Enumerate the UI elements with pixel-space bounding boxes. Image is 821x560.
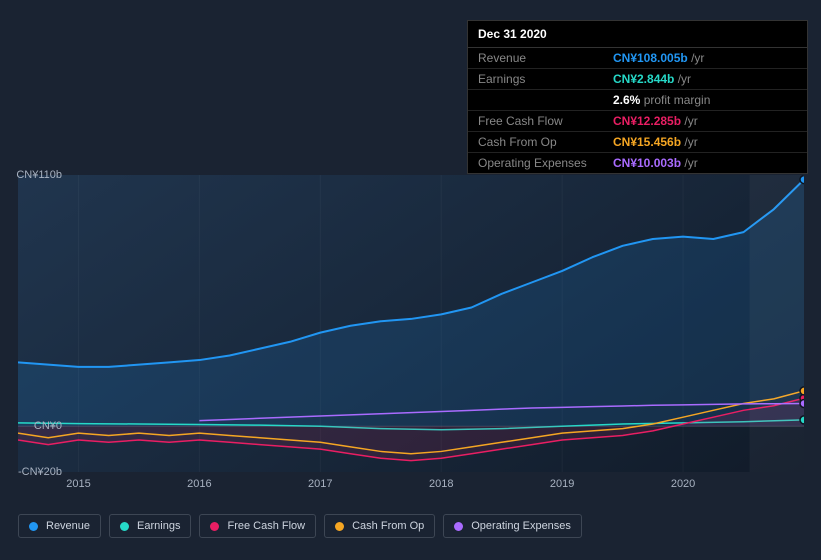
- tooltip-row-value: CN¥108.005b /yr: [603, 48, 714, 68]
- y-axis-label: CN¥0: [34, 420, 62, 432]
- legend-item-label: Operating Expenses: [471, 520, 571, 532]
- tooltip-row: RevenueCN¥108.005b /yr: [468, 48, 807, 69]
- tooltip-row-label: [468, 90, 603, 110]
- circle-icon: [29, 522, 38, 531]
- legend-item-label: Free Cash Flow: [227, 520, 305, 532]
- x-axis-label: 2020: [671, 478, 695, 490]
- x-axis-label: 2017: [308, 478, 332, 490]
- tooltip-row-value: CN¥10.003b /yr: [603, 153, 708, 173]
- tooltip-row-value: 2.6% profit margin: [603, 90, 720, 110]
- tooltip-row-value: CN¥2.844b /yr: [603, 69, 701, 89]
- legend-item-label: Revenue: [46, 520, 90, 532]
- x-axis-label: 2015: [66, 478, 90, 490]
- circle-icon: [454, 522, 463, 531]
- circle-icon: [210, 522, 219, 531]
- tooltip-row-label: Revenue: [468, 48, 603, 68]
- tooltip-title: Dec 31 2020: [468, 21, 807, 48]
- chart-legend: Revenue Earnings Free Cash Flow Cash From O…: [18, 514, 582, 538]
- y-axis-label: CN¥110b: [16, 169, 62, 181]
- tooltip-row-label: Cash From Op: [468, 132, 603, 152]
- hover-band: [750, 175, 804, 472]
- tooltip-row-value: CN¥15.456b /yr: [603, 132, 708, 152]
- tooltip-row: Free Cash FlowCN¥12.285b /yr: [468, 111, 807, 132]
- financials-chart[interactable]: [18, 175, 804, 472]
- tooltip-row: Cash From OpCN¥15.456b /yr: [468, 132, 807, 153]
- x-axis-label: 2016: [187, 478, 211, 490]
- legend-item-opex[interactable]: Operating Expenses: [443, 514, 582, 538]
- legend-item-label: Earnings: [137, 520, 180, 532]
- series-marker-revenue: [800, 176, 804, 184]
- circle-icon: [335, 522, 344, 531]
- tooltip-row-label: Operating Expenses: [468, 153, 603, 173]
- tooltip-row-label: Earnings: [468, 69, 603, 89]
- tooltip-row-value: CN¥12.285b /yr: [603, 111, 708, 131]
- legend-item-revenue[interactable]: Revenue: [18, 514, 101, 538]
- legend-item-cfo[interactable]: Cash From Op: [324, 514, 435, 538]
- legend-item-label: Cash From Op: [352, 520, 424, 532]
- chart-tooltip: Dec 31 2020RevenueCN¥108.005b /yrEarning…: [467, 20, 808, 174]
- legend-item-fcf[interactable]: Free Cash Flow: [199, 514, 316, 538]
- series-fill-revenue: [18, 180, 804, 427]
- y-axis-label: -CN¥20b: [18, 466, 62, 478]
- x-axis-label: 2019: [550, 478, 574, 490]
- tooltip-row-label: Free Cash Flow: [468, 111, 603, 131]
- circle-icon: [120, 522, 129, 531]
- series-marker-opex: [800, 399, 804, 407]
- legend-item-earnings[interactable]: Earnings: [109, 514, 191, 538]
- tooltip-row: Operating ExpensesCN¥10.003b /yr: [468, 153, 807, 173]
- x-axis-label: 2018: [429, 478, 453, 490]
- tooltip-row: EarningsCN¥2.844b /yr: [468, 69, 807, 90]
- tooltip-row: 2.6% profit margin: [468, 90, 807, 111]
- series-marker-cfo: [800, 387, 804, 395]
- series-marker-earnings: [800, 416, 804, 424]
